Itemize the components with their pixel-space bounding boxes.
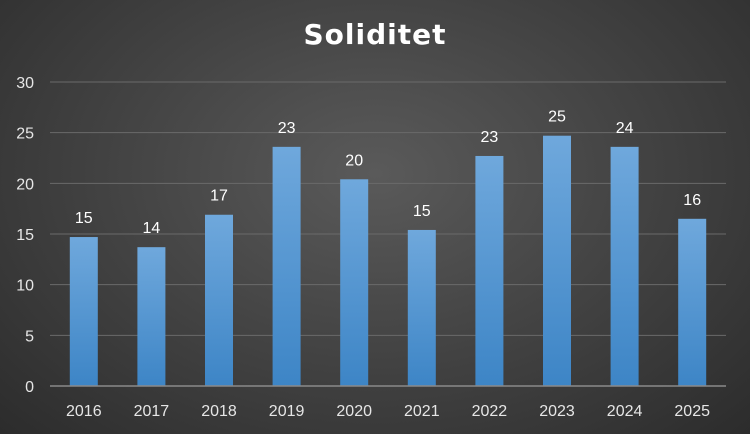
x-tick-label: 2022	[472, 403, 508, 420]
x-tick-label: 2025	[674, 403, 710, 420]
bar	[407, 229, 436, 386]
x-tick-label: 2024	[607, 403, 643, 420]
data-label: 23	[481, 129, 499, 146]
y-tick-label: 25	[16, 126, 34, 143]
y-tick-label: 10	[16, 278, 34, 295]
chart-title: Soliditet	[303, 18, 447, 51]
x-tick-label: 2021	[404, 403, 440, 420]
x-tick-label: 2016	[66, 403, 102, 420]
y-tick-label: 20	[16, 176, 34, 193]
data-label: 17	[210, 188, 228, 205]
data-label: 15	[413, 203, 431, 220]
x-tick-label: 2020	[336, 403, 372, 420]
data-label: 14	[143, 220, 161, 237]
data-label: 15	[75, 210, 93, 227]
bar	[543, 135, 571, 386]
bar	[205, 214, 233, 386]
bar	[340, 179, 369, 386]
x-tick-label: 2017	[134, 403, 170, 420]
data-label: 23	[278, 120, 296, 137]
bar	[69, 237, 98, 386]
data-label: 16	[683, 192, 701, 209]
y-tick-label: 15	[16, 227, 34, 244]
bar	[678, 218, 707, 386]
x-tick-label: 2023	[539, 403, 575, 420]
data-label: 20	[345, 152, 363, 169]
data-label: 25	[548, 109, 566, 126]
bar	[137, 247, 166, 386]
x-tick-label: 2019	[269, 403, 305, 420]
y-tick-label: 5	[25, 328, 34, 345]
bar	[475, 155, 504, 386]
bar	[272, 146, 301, 386]
y-tick-label: 30	[16, 75, 34, 92]
y-tick-label: 0	[25, 379, 34, 396]
bar	[610, 146, 639, 386]
x-tick-label: 2018	[201, 403, 237, 420]
data-label: 24	[616, 120, 634, 137]
